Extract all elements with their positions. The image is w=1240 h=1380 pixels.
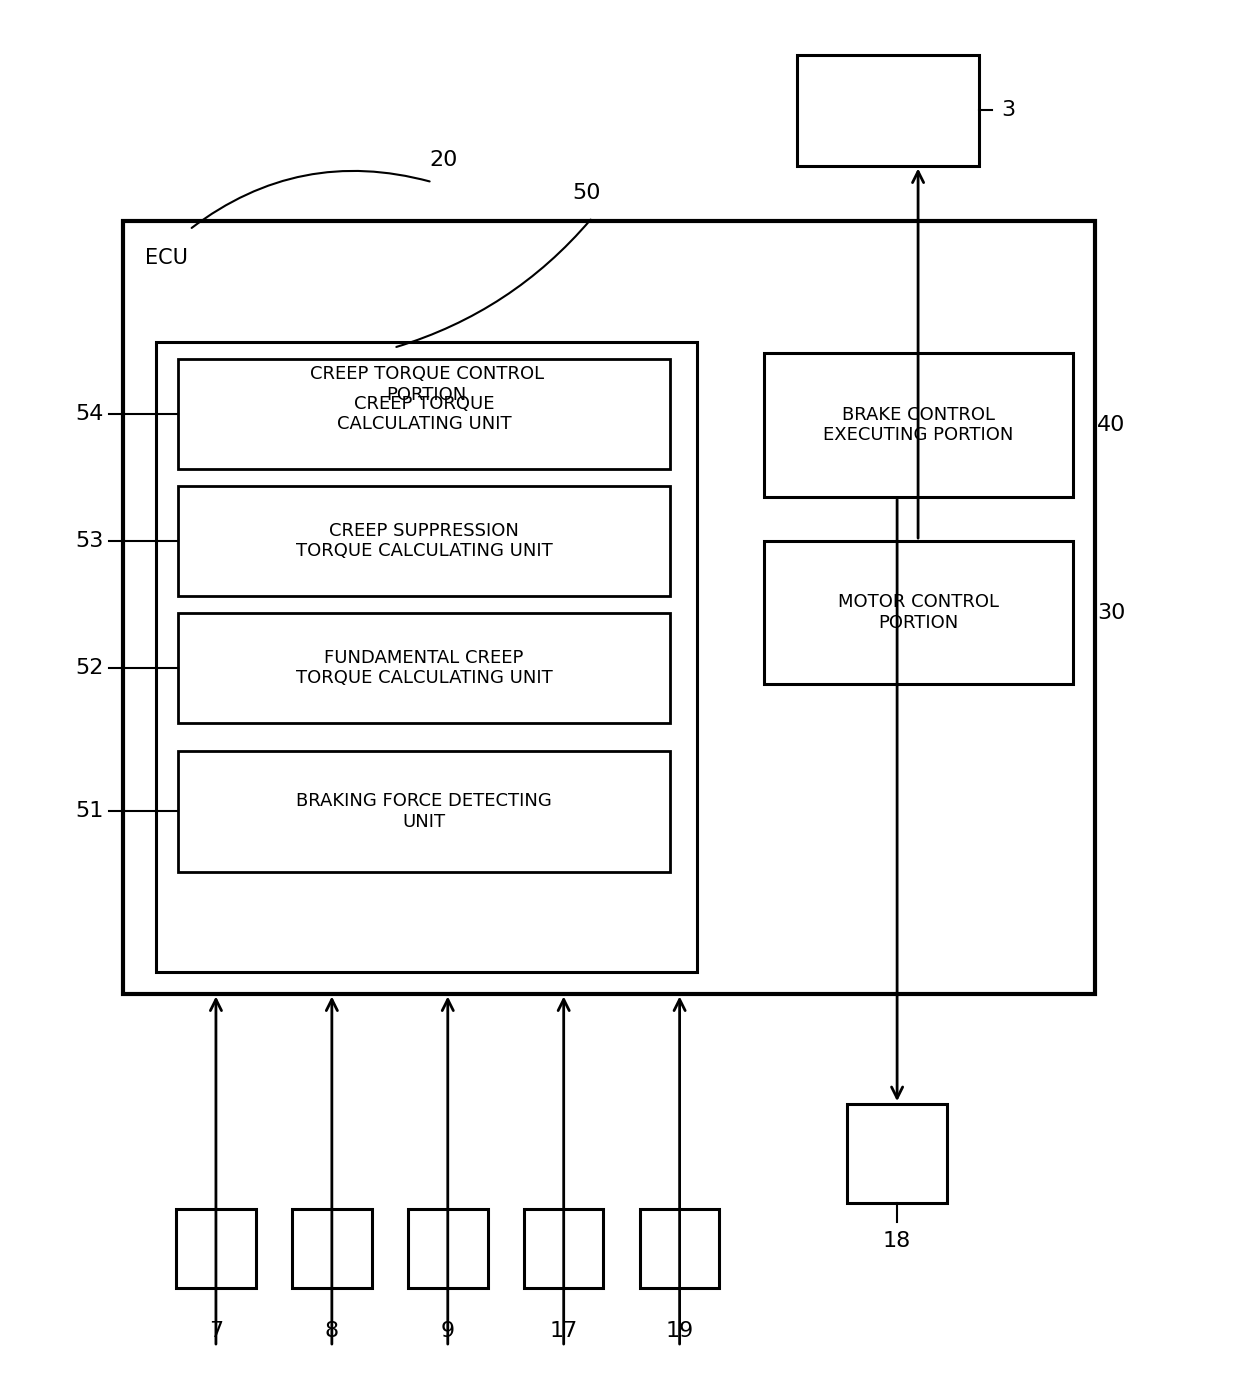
- Text: 3: 3: [1001, 101, 1016, 120]
- Text: MOTOR CONTROL
PORTION: MOTOR CONTROL PORTION: [837, 593, 998, 632]
- Bar: [525, 1209, 604, 1289]
- Bar: [179, 613, 670, 723]
- Bar: [640, 1209, 719, 1289]
- Text: 50: 50: [573, 184, 601, 203]
- Bar: [293, 1209, 372, 1289]
- Text: ECU: ECU: [145, 248, 188, 268]
- Text: FUNDAMENTAL CREEP
TORQUE CALCULATING UNIT: FUNDAMENTAL CREEP TORQUE CALCULATING UNI…: [295, 649, 552, 687]
- Bar: [764, 353, 1073, 497]
- Bar: [847, 1104, 947, 1203]
- Text: CREEP TORQUE
CALCULATING UNIT: CREEP TORQUE CALCULATING UNIT: [337, 395, 511, 433]
- Text: BRAKING FORCE DETECTING
UNIT: BRAKING FORCE DETECTING UNIT: [296, 792, 552, 831]
- Text: 53: 53: [74, 531, 103, 551]
- Text: 52: 52: [74, 658, 103, 678]
- Text: CREEP TORQUE CONTROL
PORTION: CREEP TORQUE CONTROL PORTION: [310, 364, 544, 403]
- Text: 17: 17: [549, 1322, 578, 1341]
- Bar: [156, 342, 697, 972]
- Text: 51: 51: [74, 802, 103, 821]
- Bar: [796, 55, 978, 166]
- Bar: [176, 1209, 255, 1289]
- Text: 40: 40: [1097, 415, 1126, 435]
- Text: 18: 18: [883, 1231, 911, 1250]
- Text: BRAKE CONTROL
EXECUTING PORTION: BRAKE CONTROL EXECUTING PORTION: [823, 406, 1013, 444]
- Text: 7: 7: [208, 1322, 223, 1341]
- Bar: [408, 1209, 487, 1289]
- Text: CREEP SUPPRESSION
TORQUE CALCULATING UNIT: CREEP SUPPRESSION TORQUE CALCULATING UNI…: [295, 522, 552, 560]
- Bar: [764, 541, 1073, 684]
- Text: 19: 19: [666, 1322, 693, 1341]
- Bar: [179, 751, 670, 872]
- Text: 54: 54: [74, 404, 103, 424]
- Text: 9: 9: [440, 1322, 455, 1341]
- Bar: [179, 359, 670, 469]
- Text: 20: 20: [429, 150, 458, 170]
- Text: 30: 30: [1097, 603, 1126, 622]
- Text: 8: 8: [325, 1322, 339, 1341]
- Bar: [123, 221, 1095, 994]
- Bar: [179, 486, 670, 596]
